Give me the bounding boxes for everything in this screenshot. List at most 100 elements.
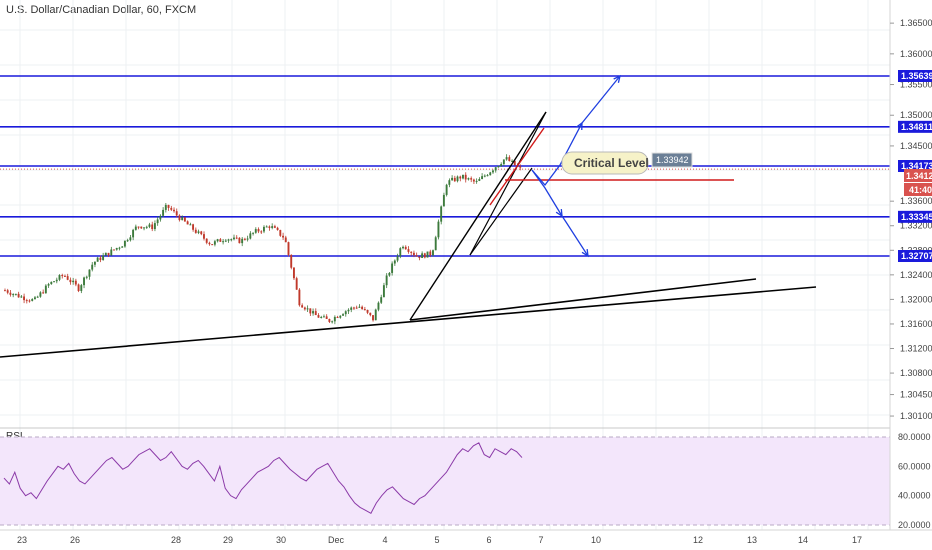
candle-body	[273, 226, 276, 228]
candle-body	[23, 296, 25, 301]
candle-body	[243, 238, 246, 240]
candle-body	[502, 159, 505, 165]
trendlines	[0, 111, 817, 358]
price-tick-label: 1.33600	[900, 196, 932, 206]
candle-body	[66, 276, 69, 280]
time-axis-label: 4	[382, 535, 387, 545]
candle-body	[361, 306, 364, 310]
candle-body	[432, 250, 434, 256]
candle-body	[369, 312, 372, 316]
callout-value-box: 1.33942	[651, 152, 693, 168]
candle-body	[391, 263, 394, 273]
candle-body	[36, 296, 39, 298]
price-tick-label: 1.32400	[900, 270, 932, 280]
candle-body	[189, 224, 192, 226]
candle-body	[230, 239, 233, 241]
candle-body	[418, 256, 421, 258]
candle-body	[382, 285, 385, 298]
arrow-path	[581, 75, 621, 124]
candle-body	[320, 316, 323, 318]
candle-body	[314, 311, 317, 316]
candle-body	[355, 307, 358, 309]
candle-body	[322, 316, 325, 318]
candle-body	[464, 174, 467, 180]
candle-body	[336, 316, 339, 318]
candle-body	[110, 249, 113, 256]
level-price-label: 1.35639	[901, 71, 932, 81]
candle-body	[156, 219, 159, 224]
candle-body	[42, 292, 45, 294]
candle-body	[140, 226, 143, 229]
candle-body	[352, 307, 355, 309]
candle-body	[53, 281, 55, 283]
candle-body	[58, 275, 61, 280]
trendline-fan-1	[469, 111, 547, 256]
candle-body	[115, 247, 118, 250]
candle-body	[429, 251, 432, 256]
candle-body	[31, 299, 34, 301]
level-price-label: 1.34173	[901, 161, 932, 171]
price-tick-label: 1.36500	[900, 18, 932, 28]
candle-body	[17, 293, 20, 298]
time-axis-label: 30	[276, 535, 286, 545]
candle-body	[298, 289, 301, 306]
candle-body	[292, 267, 295, 279]
candle-body	[268, 226, 271, 228]
candle-body	[410, 251, 413, 253]
candle-body	[203, 234, 205, 239]
candle-body	[312, 311, 314, 314]
candle-body	[194, 229, 197, 233]
projection-arrow-down-1	[531, 169, 563, 218]
candle-body	[145, 226, 148, 228]
candle-body	[451, 177, 454, 181]
price-tick-label: 1.31200	[900, 344, 932, 354]
candle-body	[143, 227, 145, 229]
candle-body	[99, 257, 102, 261]
level-price-tag	[898, 210, 932, 223]
candle-body	[249, 233, 252, 239]
candle-body	[91, 264, 94, 270]
candle-body	[47, 284, 50, 286]
candle-body	[263, 226, 265, 232]
candle-body	[385, 275, 388, 286]
candle-body	[96, 257, 99, 262]
rsi-polyline	[3, 442, 523, 514]
candle-body	[497, 165, 500, 168]
candle-body	[12, 294, 15, 296]
candles	[4, 154, 522, 325]
candle-body	[72, 280, 75, 283]
candle-body	[421, 253, 424, 258]
candle-body	[121, 246, 124, 248]
candle-body	[252, 232, 255, 234]
price-tick-label: 1.30800	[900, 368, 932, 378]
candle-body	[159, 215, 162, 220]
candle-body	[61, 275, 64, 277]
candle-body	[489, 172, 492, 176]
candle-body	[344, 311, 347, 315]
candle-body	[181, 217, 184, 221]
price-tick-label: 1.30100	[900, 411, 932, 421]
candle-body	[93, 261, 96, 265]
arrow-path	[561, 215, 589, 257]
candle-body	[162, 209, 165, 216]
candle-body	[227, 239, 230, 241]
critical-level-callout[interactable]: Critical Level	[561, 151, 649, 175]
level-price-tag	[898, 70, 932, 82]
candle-body	[63, 275, 66, 277]
candle-body	[85, 276, 88, 278]
candle-body	[20, 296, 23, 298]
candle-body	[374, 309, 377, 321]
candle-body	[167, 204, 170, 208]
candle-body	[388, 272, 391, 276]
candle-body	[44, 285, 47, 294]
level-price-tag	[898, 120, 932, 133]
time-axis-label: 12	[693, 535, 703, 545]
candle-body	[456, 176, 459, 182]
candle-body	[481, 176, 484, 180]
candle-body	[377, 302, 380, 310]
price-tick-label: 1.32000	[900, 294, 932, 304]
candle-body	[519, 166, 522, 168]
candle-body	[437, 221, 440, 238]
candle-body	[459, 176, 462, 179]
